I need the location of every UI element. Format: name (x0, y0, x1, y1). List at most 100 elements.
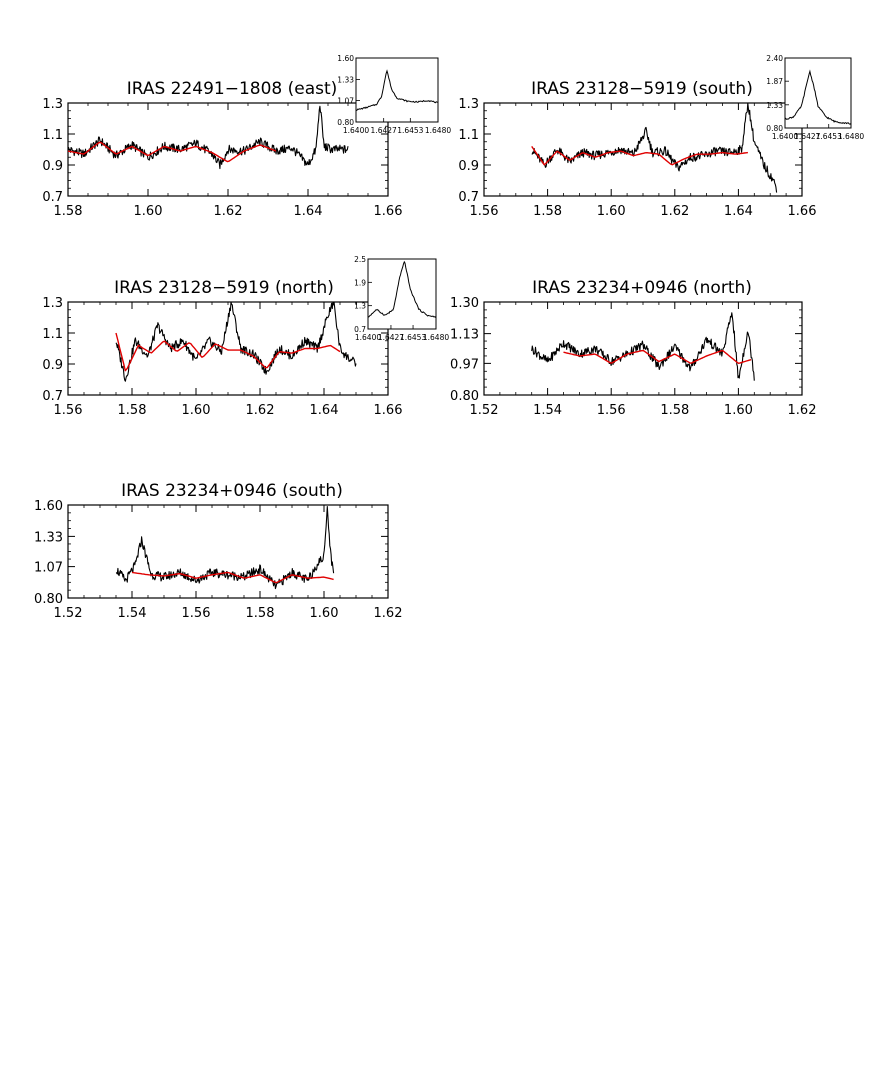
x-tick-label: 1.62 (374, 606, 403, 621)
spectrum-line (67, 105, 349, 170)
y-tick-label: 1.1 (42, 128, 63, 143)
x-tick-label: 1.56 (54, 403, 83, 418)
inset-frame (355, 57, 439, 123)
x-tick-label: 1.60 (724, 403, 753, 418)
y-tick-label: 1.07 (34, 561, 63, 576)
x-tick-label: 1.60 (182, 403, 211, 418)
inset-y-tick-label: 1.60 (337, 54, 354, 63)
panel-1-title: IRAS 22491−1808 (east) (127, 79, 338, 99)
y-tick-label: 1.60 (34, 499, 63, 514)
y-tick-label: 0.7 (42, 190, 63, 205)
inset-x-tick-label: 1.6400 (343, 126, 369, 135)
inset-y-tick-label: 2.5 (354, 255, 366, 264)
x-tick-label: 1.60 (310, 606, 339, 621)
y-tick-label: 0.80 (34, 592, 63, 607)
y-tick-label: 1.3 (458, 97, 479, 112)
y-tick-label: 0.7 (42, 389, 63, 404)
panel-2-title: IRAS 23128−5919 (south) (531, 79, 753, 99)
panel-3-title: IRAS 23128−5919 (north) (114, 278, 334, 298)
spectrum-line (531, 312, 755, 381)
inset-y-tick-label: 1.33 (766, 101, 783, 110)
x-tick-label: 1.62 (214, 204, 243, 219)
panel-3: IRAS 23128−5919 (north) 1.56 1.58 1.60 1.62… (42, 255, 449, 418)
inset-x-tick-label: 1.6427 (371, 126, 397, 135)
inset-y-tick-label: 0.80 (337, 118, 354, 127)
inset-x-tick-label: 1.6453 (397, 126, 423, 135)
x-tick-label: 1.54 (533, 403, 562, 418)
x-tick-label: 1.66 (788, 204, 817, 219)
y-tick-label: 1.1 (42, 327, 63, 342)
y-tick-label: 1.30 (450, 296, 479, 311)
y-tick-label: 1.1 (458, 128, 479, 143)
x-tick-label: 1.62 (788, 403, 817, 418)
model-line (115, 332, 341, 372)
inset-y-tick-label: 1.07 (337, 96, 354, 105)
y-tick-label: 1.3 (42, 97, 63, 112)
y-tick-label: 0.97 (450, 357, 479, 372)
inset-y-tick-label: 0.80 (766, 124, 783, 133)
y-tick-label: 0.9 (458, 159, 479, 174)
y-tick-label: 1.33 (34, 530, 63, 545)
inset-line (784, 69, 852, 125)
spectrum-line (115, 506, 335, 590)
x-tick-label: 1.56 (182, 606, 211, 621)
inset-x-tick-label: 1.6400 (772, 132, 798, 141)
x-tick-label: 1.64 (294, 204, 323, 219)
inset-y-tick-label: 2.40 (766, 54, 783, 63)
x-tick-label: 1.58 (660, 403, 689, 418)
inset-x-tick-label: 1.6480 (838, 132, 864, 141)
inset-plot: 1.6400 1.6427 1.6453 1.6480 0.80 1.07 1.33 1.60 (337, 54, 451, 135)
y-tick-label: 1.13 (450, 328, 479, 343)
inset-line (355, 69, 439, 111)
y-tick-label: 0.7 (458, 190, 479, 205)
inset-line (367, 260, 437, 319)
x-tick-label: 1.52 (470, 403, 499, 418)
inset-x-tick-label: 1.6480 (425, 126, 451, 135)
inset-frame (784, 57, 852, 129)
inset-y-tick-label: 1.9 (354, 278, 366, 287)
model-line (531, 146, 748, 166)
model-line (131, 571, 334, 584)
y-tick-label: 0.80 (450, 389, 479, 404)
x-tick-label: 1.64 (724, 204, 753, 219)
x-tick-label: 1.54 (118, 606, 147, 621)
x-tick-label: 1.52 (54, 606, 83, 621)
inset-x-tick-label: 1.6453 (816, 132, 842, 141)
x-tick-label: 1.56 (597, 403, 626, 418)
panel-2: IRAS 23128−5919 (south) 1.56 1.58 1.60 1.62… (458, 54, 864, 219)
inset-y-tick-label: 1.3 (354, 302, 366, 311)
x-tick-label: 1.64 (310, 403, 339, 418)
inset-y-tick-label: 1.33 (337, 76, 354, 85)
x-tick-label: 1.56 (470, 204, 499, 219)
x-tick-label: 1.60 (597, 204, 626, 219)
inset-y-tick-label: 0.7 (354, 325, 366, 334)
x-tick-label: 1.66 (374, 403, 403, 418)
inset-x-tick-label: 1.6480 (423, 333, 449, 342)
model-line (563, 349, 752, 364)
inset-y-tick-label: 1.87 (766, 77, 783, 86)
y-tick-label: 0.9 (42, 159, 63, 174)
y-tick-label: 1.3 (42, 296, 63, 311)
x-tick-label: 1.62 (246, 403, 275, 418)
x-tick-label: 1.58 (246, 606, 275, 621)
inset-x-tick-label: 1.6427 (378, 333, 404, 342)
x-tick-label: 1.58 (533, 204, 562, 219)
model-line (67, 141, 277, 163)
x-tick-label: 1.62 (660, 204, 689, 219)
inset-x-tick-label: 1.6427 (794, 132, 820, 141)
spectrum-line (115, 301, 357, 382)
panel-5-title: IRAS 23234+0946 (south) (121, 481, 343, 501)
x-tick-label: 1.58 (118, 403, 147, 418)
panel-1: IRAS 22491−1808 (east) 1.58 1.60 1.62 1.64 1… (42, 54, 451, 219)
y-tick-label: 0.9 (42, 358, 63, 373)
inset-x-tick-label: 1.6400 (355, 333, 381, 342)
x-tick-label: 1.58 (54, 204, 83, 219)
panel-4-title: IRAS 23234+0946 (north) (532, 278, 752, 298)
panel-5: IRAS 23234+0946 (south) 1.52 1.54 1.56 1.58… (34, 481, 402, 621)
inset-x-tick-label: 1.6453 (400, 333, 426, 342)
panel-4: IRAS 23234+0946 (north) 1.52 1.54 1.56 1.58… (450, 278, 816, 418)
x-tick-label: 1.60 (134, 204, 163, 219)
